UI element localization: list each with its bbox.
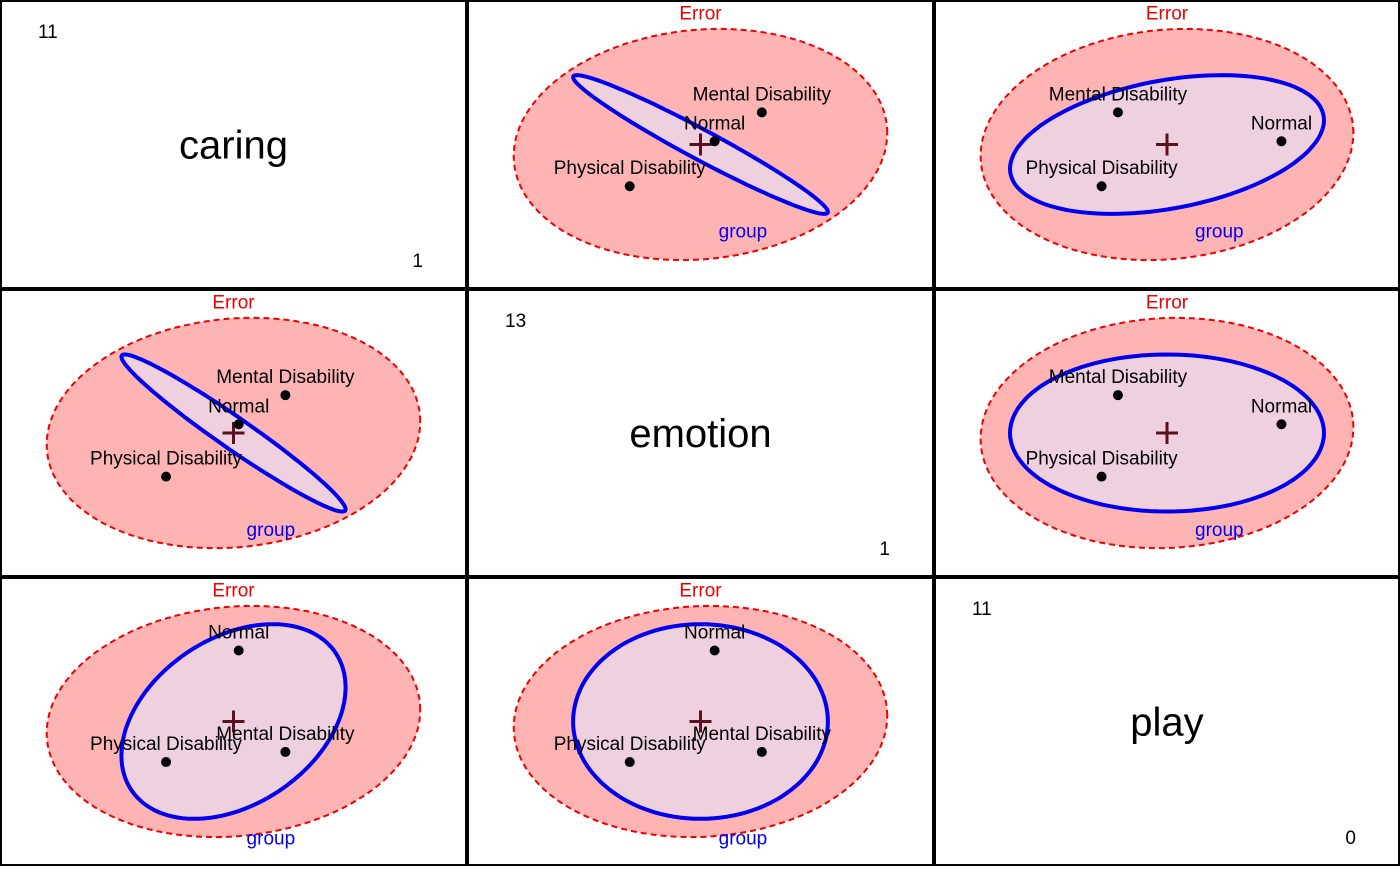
group-mean-label: Normal: [684, 623, 745, 644]
group-mean-point: [624, 181, 635, 192]
panel-frame: [934, 0, 1400, 289]
group-mean-label: Physical Disability: [90, 449, 243, 470]
error-ellipse-label: Error: [212, 581, 255, 602]
error-ellipse-label: Error: [679, 4, 722, 25]
panel-frame: [467, 289, 934, 577]
group-mean-point: [709, 645, 720, 656]
grand-mean-marker: [689, 133, 712, 156]
panel-frame: [467, 0, 934, 289]
group-mean-label: Mental Disability: [1049, 84, 1188, 105]
group-mean-label: Mental Disability: [1049, 367, 1188, 388]
grand-mean-marker: [1156, 422, 1178, 444]
group-mean-point: [709, 136, 720, 147]
group-mean-label: Normal: [684, 113, 745, 134]
panel-frame: [934, 289, 1400, 577]
group-mean-label: Mental Disability: [693, 724, 832, 745]
panel-frame: [0, 289, 467, 577]
diagonal-max-label: 13: [505, 311, 526, 332]
grand-mean-marker: [689, 710, 712, 733]
group-mean-label: Normal: [208, 623, 269, 644]
group-mean-point: [1276, 419, 1287, 430]
error-ellipse-label: Error: [1146, 293, 1189, 314]
group-mean-point: [280, 390, 291, 401]
group-mean-point: [1096, 471, 1107, 482]
error-ellipse-label: Error: [679, 581, 722, 602]
diagonal-variable-label: play: [1130, 701, 1203, 745]
group-mean-label: Normal: [1251, 396, 1312, 417]
group-mean-point: [624, 757, 635, 768]
panel-frame: [0, 0, 467, 289]
group-mean-label: Physical Disability: [1026, 158, 1179, 179]
panel-frame: [934, 577, 1400, 866]
error-ellipse-label: Error: [1146, 4, 1189, 25]
diagonal-variable-label: caring: [179, 124, 288, 168]
diagonal-max-label: 11: [972, 599, 992, 620]
group-mean-point: [233, 645, 244, 656]
group-mean-label: Physical Disability: [554, 158, 707, 179]
group-mean-point: [161, 757, 172, 768]
panel-frame: [467, 577, 934, 866]
group-mean-point: [756, 746, 767, 757]
group-mean-point: [1112, 390, 1123, 401]
group-mean-label: Normal: [208, 396, 269, 417]
group-mean-point: [1112, 107, 1123, 118]
group-mean-point: [233, 419, 244, 430]
group-mean-label: Mental Disability: [216, 724, 355, 745]
group-ellipse-label: group: [1195, 520, 1244, 541]
grand-mean-marker: [222, 710, 245, 733]
group-mean-point: [756, 107, 767, 118]
error-ellipse-label: Error: [212, 293, 255, 314]
group-mean-point: [1096, 181, 1107, 192]
group-mean-label: Mental Disability: [216, 367, 355, 388]
group-mean-label: Physical Disability: [1026, 449, 1179, 470]
group-mean-point: [161, 471, 172, 482]
diagonal-variable-label: emotion: [629, 412, 771, 456]
group-mean-label: Physical Disability: [90, 734, 243, 755]
diagonal-min-label: 0: [1345, 828, 1356, 849]
diagonal-max-label: 11: [38, 22, 58, 43]
group-ellipse-label: group: [247, 520, 296, 541]
group-ellipse-label: group: [719, 829, 768, 850]
group-mean-point: [1276, 136, 1287, 147]
group-mean-label: Mental Disability: [693, 84, 832, 105]
diagonal-min-label: 1: [412, 251, 423, 272]
group-ellipse-label: group: [247, 829, 296, 850]
group-ellipse-label: group: [719, 221, 768, 242]
group-ellipse-label: group: [1195, 221, 1244, 242]
group-mean-point: [280, 746, 291, 757]
panel-frame: [0, 577, 467, 866]
diagonal-min-label: 1: [879, 539, 890, 560]
grand-mean-marker: [1156, 133, 1178, 156]
grand-mean-marker: [222, 422, 245, 444]
group-mean-label: Physical Disability: [554, 734, 707, 755]
group-mean-label: Normal: [1251, 113, 1312, 134]
